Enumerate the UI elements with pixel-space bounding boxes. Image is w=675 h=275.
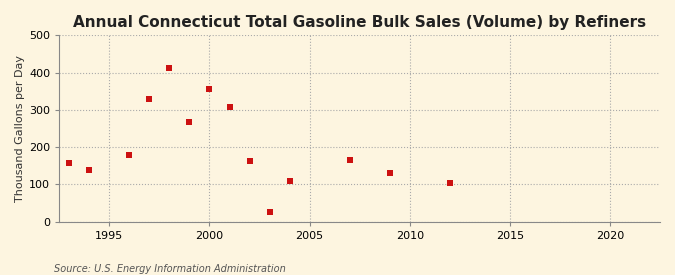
Point	[444, 181, 455, 185]
Point	[244, 159, 255, 163]
Text: Source: U.S. Energy Information Administration: Source: U.S. Energy Information Administ…	[54, 264, 286, 274]
Point	[164, 66, 175, 70]
Y-axis label: Thousand Gallons per Day: Thousand Gallons per Day	[15, 55, 25, 202]
Point	[124, 153, 135, 158]
Point	[284, 179, 295, 183]
Point	[224, 105, 235, 109]
Point	[184, 120, 195, 124]
Point	[204, 86, 215, 91]
Point	[344, 158, 355, 163]
Point	[64, 161, 75, 165]
Point	[84, 168, 95, 172]
Point	[384, 170, 395, 175]
Point	[144, 97, 155, 101]
Point	[264, 210, 275, 214]
Title: Annual Connecticut Total Gasoline Bulk Sales (Volume) by Refiners: Annual Connecticut Total Gasoline Bulk S…	[73, 15, 646, 30]
